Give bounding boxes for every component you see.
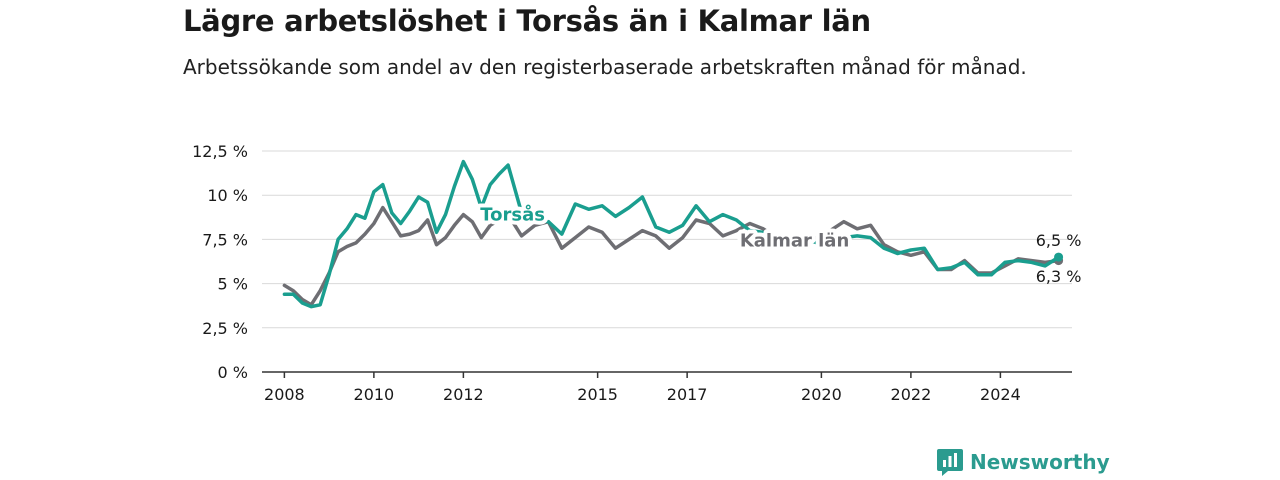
- x-tick-label: 2008: [264, 385, 305, 404]
- series-end-point: [1054, 252, 1064, 262]
- y-tick-label: 7,5 %: [202, 230, 248, 249]
- x-tick-label: 2012: [443, 385, 484, 404]
- axis-layer: 0 % 2,5 % 5 % 7,5 % 10 % 12,5 % 2008 2010 2012 20…: [192, 142, 1072, 404]
- x-tick-label: 2020: [801, 385, 842, 404]
- series-label-torsas-halo: Torsås: [480, 204, 545, 226]
- end-label-kalmar-lan: 6,3 %: [1036, 267, 1082, 286]
- grid-layer: [262, 150, 1072, 329]
- y-tick-label: 2,5 %: [202, 319, 248, 338]
- series-line-kalmar-lan: [282, 205, 1061, 307]
- series-label-kalmar-lan: Kalmar län: [740, 230, 849, 251]
- series-label-torsas: Torsås: [480, 204, 545, 226]
- x-tick-label: 2024: [980, 385, 1021, 404]
- x-tick-label: 2010: [354, 385, 395, 404]
- y-tick-label: 10 %: [207, 186, 248, 205]
- series-label-kalmar-lan-halo: Kalmar län: [740, 230, 849, 251]
- chart-subtitle: Arbetssökande som andel av den registerb…: [183, 55, 1027, 79]
- x-tick-label: 2017: [667, 385, 708, 404]
- brand-logo: Newsworthy: [936, 447, 1110, 477]
- y-tick-label: 12,5 %: [192, 142, 248, 161]
- end-label-torsas: 6,5 %: [1036, 231, 1082, 250]
- y-tick-label: 0 %: [218, 363, 248, 382]
- x-tick-label: 2022: [891, 385, 932, 404]
- series-line-torsas: [282, 159, 1061, 309]
- y-tick-label: 5 %: [218, 275, 248, 294]
- chart-title: Lägre arbetslöshet i Torsås än i Kalmar …: [183, 4, 871, 38]
- newsworthy-logo-icon: [937, 449, 963, 476]
- x-tick-label: 2015: [577, 385, 618, 404]
- series-layer: [282, 159, 1064, 309]
- brand-name: Newsworthy: [970, 450, 1110, 474]
